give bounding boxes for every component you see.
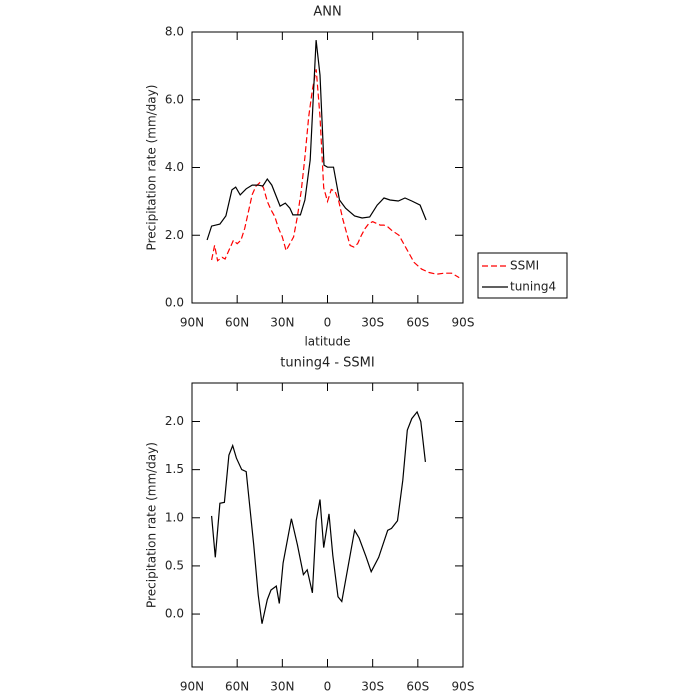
x-tick-label: 30N xyxy=(270,316,294,330)
y-tick-label: 0.0 xyxy=(165,296,184,310)
x-axis-label: latitude xyxy=(304,335,350,349)
x-tick-label: 60N xyxy=(225,680,249,694)
chart-title: tuning4 - SSMI xyxy=(280,356,374,371)
y-tick-label: 8.0 xyxy=(165,25,184,39)
x-tick-label: 60S xyxy=(406,680,429,694)
x-tick-label: 30S xyxy=(361,316,384,330)
y-tick-label: 1.5 xyxy=(165,462,184,476)
legend-label: SSMI xyxy=(510,259,539,273)
legend-label: tuning4 xyxy=(510,280,556,294)
x-tick-label: 0 xyxy=(324,316,332,330)
x-tick-label: 90N xyxy=(180,316,204,330)
y-tick-label: 0.0 xyxy=(165,607,184,621)
x-tick-label: 90N xyxy=(180,680,204,694)
y-tick-label: 4.0 xyxy=(165,160,184,174)
y-tick-label: 6.0 xyxy=(165,92,184,106)
x-tick-label: 90S xyxy=(452,316,475,330)
y-axis-label: Precipitation rate (mm/day) xyxy=(145,85,159,251)
data-line xyxy=(211,410,426,624)
x-tick-label: 60S xyxy=(406,316,429,330)
x-tick-label: 0 xyxy=(324,680,332,694)
x-tick-label: 30S xyxy=(361,680,384,694)
y-tick-label: 2.0 xyxy=(165,414,184,428)
x-tick-label: 60N xyxy=(225,316,249,330)
legend-box xyxy=(477,252,568,299)
x-axis-label: latitude xyxy=(304,699,350,700)
data-line xyxy=(211,69,460,279)
y-axis-label: Precipitation rate (mm/day) xyxy=(145,442,159,608)
y-tick-label: 2.0 xyxy=(165,228,184,242)
x-tick-label: 30N xyxy=(270,680,294,694)
y-tick-label: 1.0 xyxy=(165,510,184,524)
data-line xyxy=(206,40,427,241)
y-tick-label: 0.5 xyxy=(165,558,184,572)
x-tick-label: 90S xyxy=(452,680,475,694)
chart-title: ANN xyxy=(313,5,341,20)
